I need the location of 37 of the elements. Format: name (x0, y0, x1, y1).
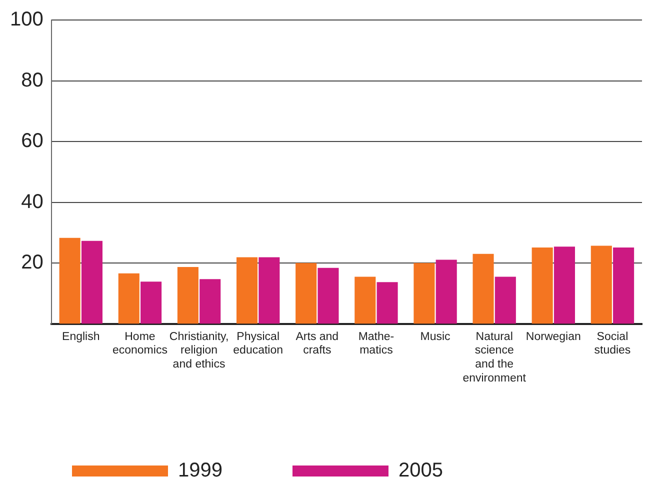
x-tick-label: Music (420, 330, 451, 343)
legend-label: 1999 (178, 460, 222, 482)
y-tick-label: 20 (21, 252, 44, 274)
bar (354, 276, 376, 324)
bar (200, 279, 221, 324)
x-tick-label: Christianity, religion and ethics (169, 330, 229, 370)
bar (494, 276, 516, 324)
x-tick-label: Home economics (112, 330, 168, 357)
y-tick-label: 100 (10, 8, 44, 31)
x-tick-label: English (62, 330, 100, 343)
y-tick-label: 80 (21, 69, 44, 92)
bar (554, 246, 575, 324)
bar (376, 282, 398, 324)
bar (472, 254, 494, 324)
bar (258, 257, 280, 324)
x-tick-label: Physical education (233, 330, 284, 357)
y-tick-label: 60 (21, 130, 44, 152)
bar (236, 257, 258, 324)
bar (414, 263, 435, 324)
y-tick-label: 40 (21, 190, 44, 213)
bar (318, 268, 339, 324)
bar (590, 246, 612, 324)
x-tick-label: Norwegian (526, 330, 581, 343)
x-tick-label: Arts and crafts (296, 330, 339, 357)
bar (140, 282, 162, 324)
bar (296, 263, 317, 324)
x-tick-label: Natural science and the environment (462, 330, 527, 384)
bar (59, 238, 80, 324)
legend-label: 2005 (398, 460, 443, 482)
bar (177, 266, 198, 324)
bar (118, 273, 140, 324)
x-tick-label: Social studies (594, 330, 631, 357)
x-tick-label: Mathe- matics (358, 330, 394, 357)
bar (613, 248, 634, 324)
bar (532, 248, 553, 324)
bar (81, 240, 102, 324)
bar (436, 260, 457, 324)
